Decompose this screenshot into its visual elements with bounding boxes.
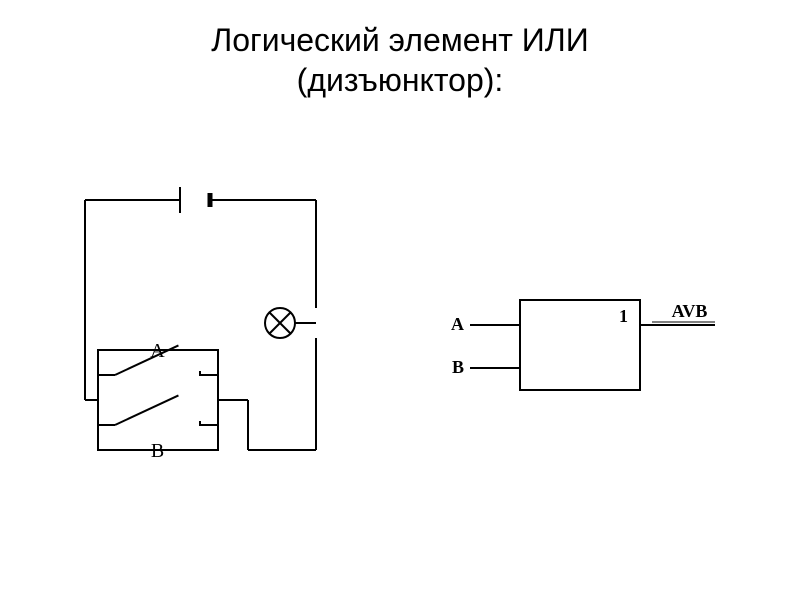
gate-label-one: 1	[619, 306, 628, 326]
switch-b-icon	[115, 395, 178, 425]
switch-parallel-box	[98, 350, 218, 450]
circuit-label-b: B	[151, 440, 164, 462]
title-line1: Логический элемент ИЛИ	[0, 20, 800, 60]
gate-label-a: A	[451, 314, 464, 334]
circuit-label-a: A	[150, 340, 165, 362]
gate-label-out: AVB	[672, 301, 708, 321]
page-title: Логический элемент ИЛИ (дизъюнктор):	[0, 20, 800, 100]
gate-label-b: B	[452, 357, 464, 377]
logic-gate-diagram: A B 1 AVB	[445, 290, 735, 420]
circuit-diagram: AB	[70, 180, 330, 490]
title-line2: (дизъюнктор):	[0, 60, 800, 100]
